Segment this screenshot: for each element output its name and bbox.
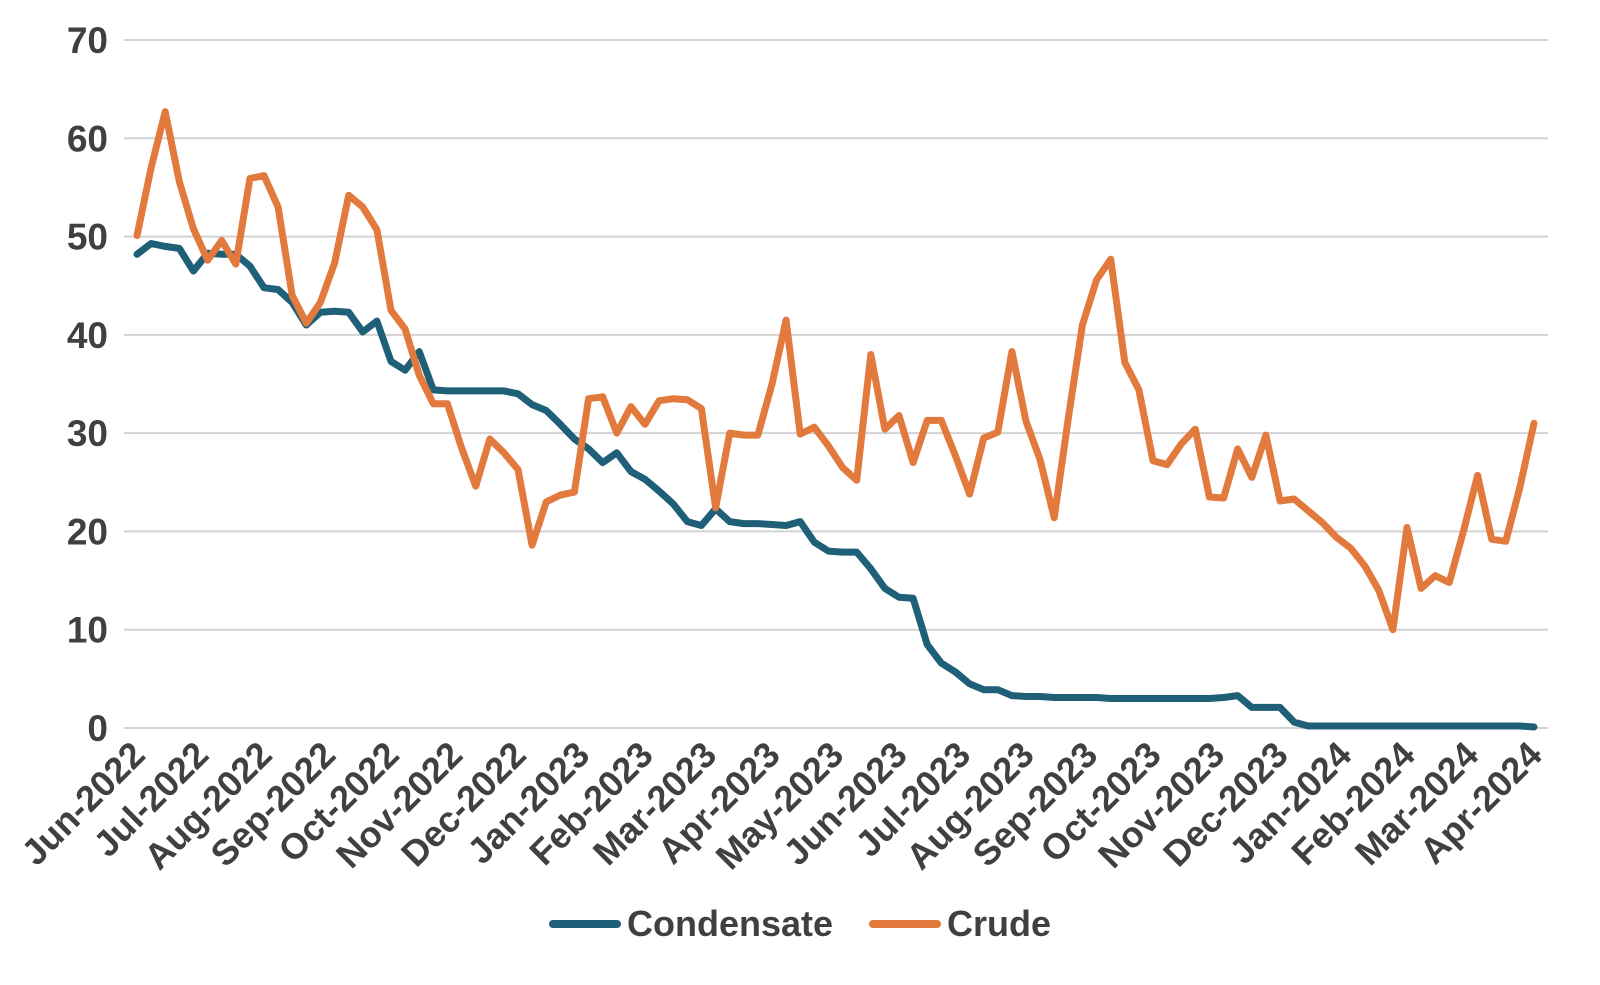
legend-item-condensate: Condensate (548, 903, 834, 945)
y-axis-tick-label: 60 (67, 118, 108, 159)
y-axis-tick-label: 0 (87, 708, 108, 749)
y-axis-tick-label: 30 (67, 413, 108, 454)
y-axis-tick-label: 70 (67, 20, 108, 61)
condensate-line-swatch (548, 920, 621, 928)
y-axis-tick-label: 50 (67, 217, 108, 258)
y-axis-tick-label: 40 (67, 315, 108, 356)
y-axis-tick-label: 20 (67, 511, 108, 552)
crude-line-swatch (869, 920, 942, 928)
crude-line (133, 108, 1538, 634)
crude-legend-label: Crude (947, 903, 1052, 944)
condensate-line (133, 240, 1538, 731)
condensate-legend-label: Condensate (626, 903, 834, 944)
chart-legend: Condensate Crude (0, 903, 1600, 945)
legend-item-crude: Crude (869, 903, 1051, 945)
y-axis-tick-label: 10 (67, 610, 108, 651)
